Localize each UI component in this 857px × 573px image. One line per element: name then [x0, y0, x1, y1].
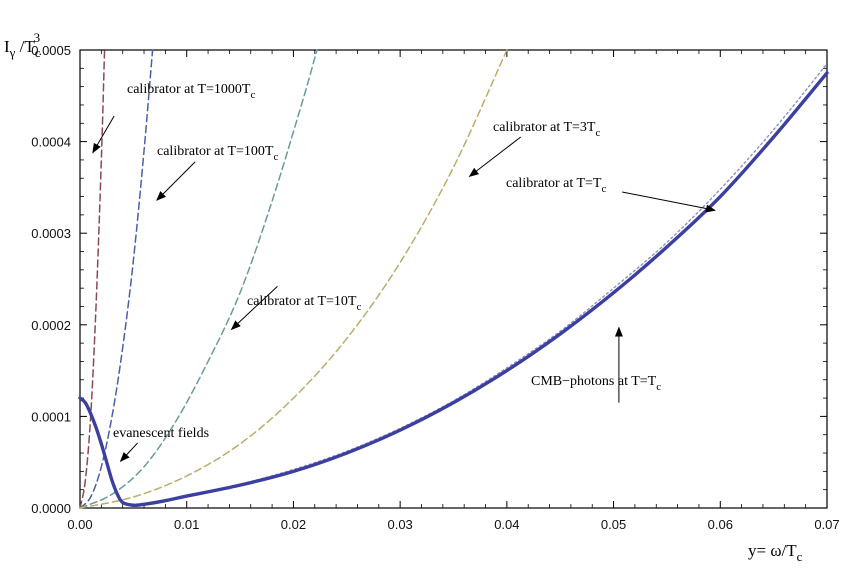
- annotation-subscript: c: [601, 183, 606, 195]
- annotation-subscript: c: [273, 151, 278, 163]
- annotation-arrow-a3: [468, 136, 522, 178]
- annotation-text: calibrator at T=3T: [493, 120, 596, 135]
- annotation-arrow-a1000: [92, 115, 115, 154]
- annotation-arrow-a10: [230, 285, 278, 331]
- x-tick-label: 0.06: [708, 517, 733, 532]
- annotation-subscript: c: [250, 89, 255, 101]
- y-axis-title-main: I: [4, 37, 10, 56]
- plot-frame: [79, 49, 828, 509]
- y-tick-label: 0.0000: [31, 501, 71, 516]
- annotation-text: evanescent fields: [113, 426, 209, 441]
- x-tick-label: 0.05: [601, 517, 626, 532]
- annotation-text: calibrator at T=T: [506, 176, 602, 191]
- annotation-label-a10: calibrator at T=10Tc: [247, 294, 361, 313]
- y-axis-title-sub: c: [35, 45, 41, 60]
- annotation-label-a3: calibrator at T=3Tc: [493, 120, 600, 139]
- y-axis-title-mid: /T: [15, 37, 35, 56]
- x-tick-label: 0.02: [281, 517, 306, 532]
- annotation-text: CMB−photons at T=T: [531, 374, 657, 389]
- y-axis-title-gamma: γ: [9, 45, 16, 60]
- x-axis-title-main: y= ω/T: [748, 541, 797, 560]
- annotation-arrow-aev: [119, 442, 138, 463]
- series-line-t10: [79, 49, 318, 509]
- annotation-subscript: c: [356, 301, 361, 313]
- x-axis-title: y= ω/Tc: [748, 541, 803, 564]
- x-axis-title-sub: c: [797, 549, 803, 564]
- annotation-label-a100: calibrator at T=100Tc: [157, 144, 278, 163]
- annotation-subscript: c: [595, 127, 600, 139]
- tick-group: 0.00 0.01 0.02 0.03 0.04 0.05 0.06 0.07 0.0000 0.…: [31, 43, 839, 532]
- annotation-label-aev: evanescent fields: [113, 426, 209, 441]
- annotation-arrow-a1: [622, 191, 716, 213]
- series-line-cmb: [78, 71, 829, 508]
- annotation-subscript: c: [656, 381, 661, 393]
- annotation-label-a1000: calibrator at T=1000Tc: [127, 82, 255, 101]
- y-axis-title: Iγ /Tc3: [4, 30, 41, 60]
- series-group: [78, 49, 829, 509]
- series-line-t3: [79, 49, 508, 509]
- annotation-label-a1: calibrator at T=Tc: [506, 176, 606, 195]
- x-tick-label: 0.03: [387, 517, 412, 532]
- annotation-label-acmb: CMB−photons at T=Tc: [531, 374, 661, 393]
- series-line-t1000: [79, 49, 106, 509]
- y-tick-label: 0.0002: [31, 318, 71, 333]
- annotation-text: calibrator at T=1000T: [127, 82, 251, 97]
- y-tick-label: 0.0003: [31, 226, 71, 241]
- y-axis-title-sup: 3: [34, 30, 41, 45]
- y-tick-label: 0.0001: [31, 409, 71, 424]
- x-tick-label: 0.07: [814, 517, 839, 532]
- y-tick-label: 0.0005: [31, 43, 71, 58]
- annotation-arrow-a100: [156, 161, 196, 201]
- annotation-text: calibrator at T=100T: [157, 144, 274, 159]
- x-tick-label: 0.04: [494, 517, 519, 532]
- series-line-t100: [79, 49, 154, 509]
- x-tick-label: 0.01: [174, 517, 199, 532]
- y-tick-label: 0.0004: [31, 135, 71, 150]
- x-tick-label: 0.00: [67, 517, 92, 532]
- annotation-text: calibrator at T=10T: [247, 294, 357, 309]
